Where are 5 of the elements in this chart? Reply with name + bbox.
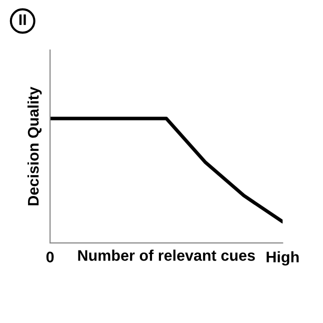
text: II (19, 14, 26, 25)
x-tick-label: High (266, 251, 299, 266)
y-axis-title: Decision Quality (27, 86, 42, 206)
x-axis-title: Number of relevant cues (78, 250, 255, 261)
x-tick-label: 0 (46, 252, 54, 262)
